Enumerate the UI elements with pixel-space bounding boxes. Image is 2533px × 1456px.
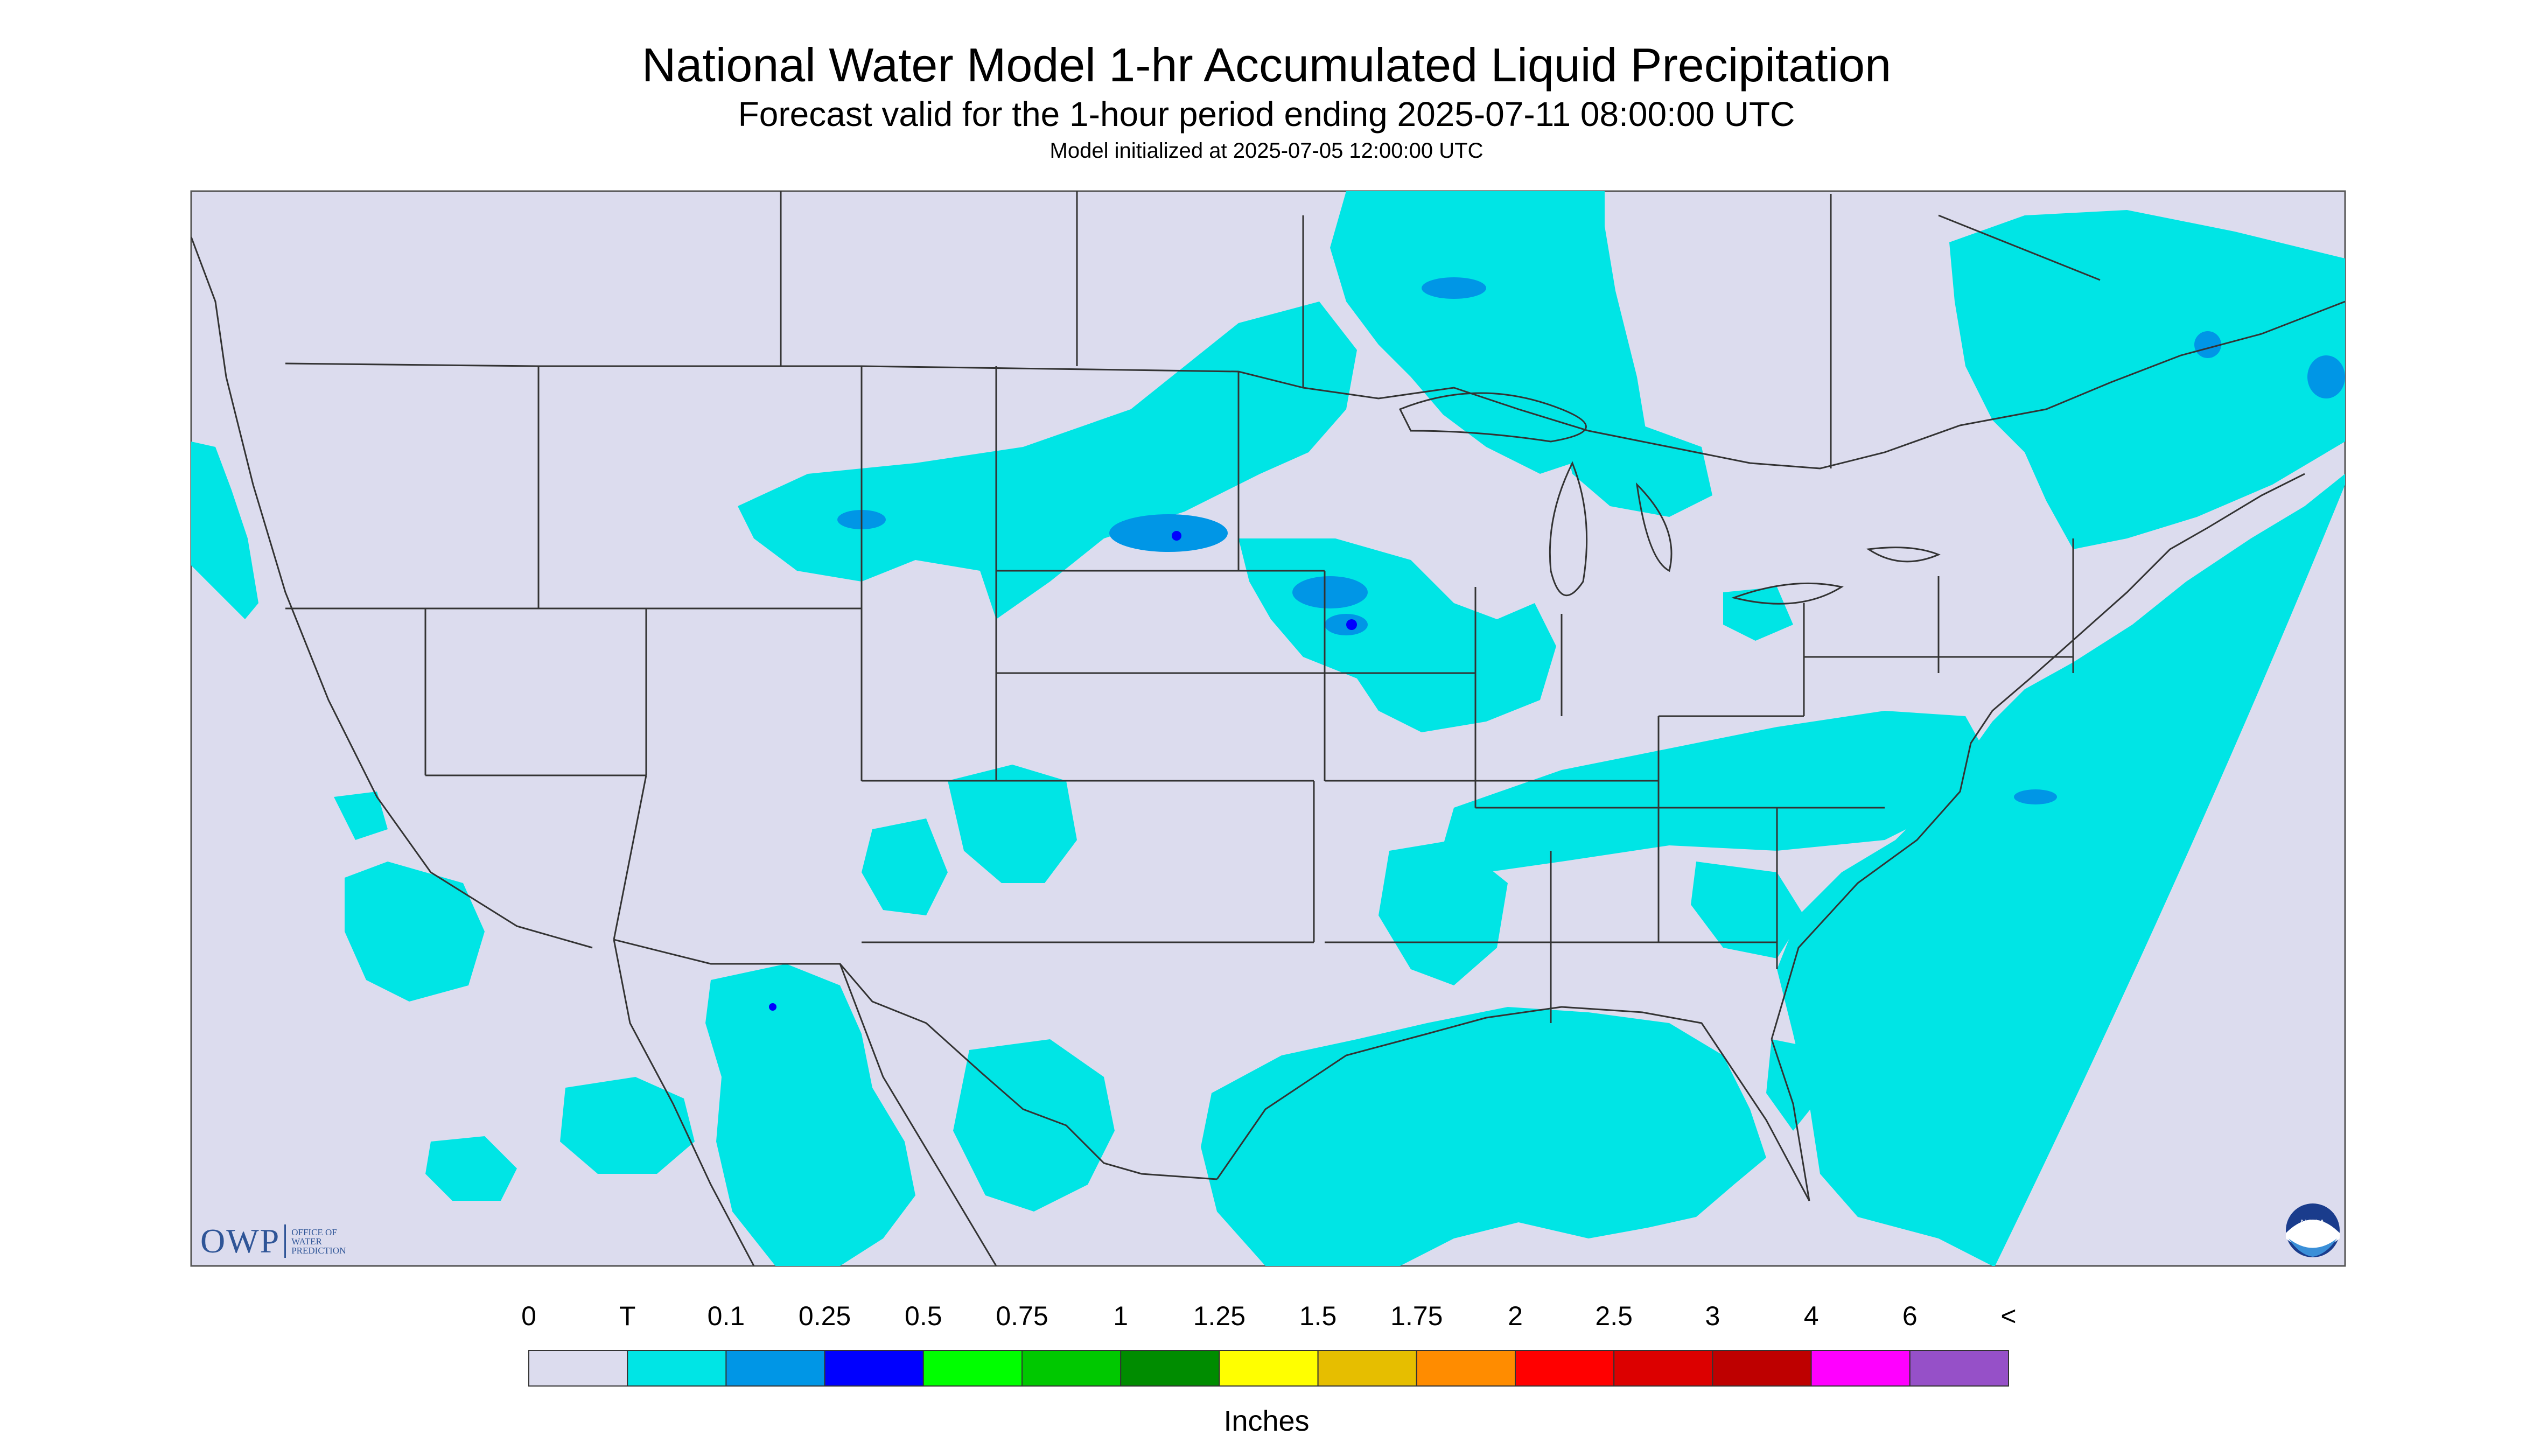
pacific-precip	[345, 862, 485, 1002]
legend-tick-label: 2.5	[1595, 1301, 1633, 1331]
owp-logo-mark: OWP	[200, 1222, 281, 1260]
legend-swatch	[922, 1350, 1023, 1387]
quebec-precip	[1949, 210, 2345, 549]
legend-swatch	[1021, 1350, 1122, 1387]
owp-logo-divider	[284, 1224, 286, 1258]
legend-colorbar	[528, 1350, 2010, 1387]
legend-tick-label: 0.25	[798, 1301, 851, 1331]
legend-swatch	[627, 1350, 727, 1387]
legend-tick-label: <	[2000, 1301, 2017, 1331]
southeast-precip	[1379, 840, 1508, 985]
legend-swatch	[528, 1350, 628, 1387]
precip-shading	[334, 191, 2345, 1266]
map-subtitle: Forecast valid for the 1-hour period end…	[738, 95, 1795, 134]
legend-swatch	[1416, 1350, 1516, 1387]
legend-tick-label: 0.1	[707, 1301, 745, 1331]
heaviest-precip-cores	[769, 531, 1357, 1011]
legend-tick-label: 1.75	[1390, 1301, 1443, 1331]
legend-swatch	[725, 1350, 825, 1387]
legend-tick-label: 0	[521, 1301, 536, 1331]
great-lakes-precip	[1330, 191, 1648, 474]
ohio-valley-precip	[1443, 711, 1992, 872]
legend-swatch	[1515, 1350, 1615, 1387]
legend-tick-label: 6	[1902, 1301, 1918, 1331]
southwest-precip	[705, 964, 915, 1266]
legend-units: Inches	[1223, 1405, 1310, 1437]
legend-tick-label: 1	[1113, 1301, 1129, 1331]
legend-swatch	[1613, 1350, 1713, 1387]
legend-tick-label: 1.25	[1193, 1301, 1246, 1331]
legend-tick-label: 1.5	[1299, 1301, 1337, 1331]
upper-midwest-precip	[738, 302, 1357, 619]
legend-tick-label: T	[619, 1301, 636, 1331]
legend-swatch	[1712, 1350, 1812, 1387]
legend-tick-label: 0.75	[996, 1301, 1048, 1331]
noaa-logo-text: NOAA	[2300, 1219, 2325, 1228]
legend-tick-label: 3	[1705, 1301, 1720, 1331]
map-title: National Water Model 1-hr Accumulated Li…	[641, 38, 1892, 92]
legend-tick-label: 2	[1508, 1301, 1523, 1331]
legend-tick-label: 0.5	[905, 1301, 942, 1331]
state-boundaries	[191, 191, 2345, 1266]
legend-swatch	[1810, 1350, 1911, 1387]
legend-swatch	[824, 1350, 924, 1387]
legend-swatch	[1219, 1350, 1319, 1387]
owp-logo-text: OFFICE OF WATER PREDICTION	[291, 1227, 346, 1256]
legend-swatch	[1120, 1350, 1220, 1387]
owp-logo: OWP OFFICE OF WATER PREDICTION	[200, 1221, 351, 1261]
model-init-time: Model initialized at 2025-07-05 12:00:00…	[1049, 139, 1484, 163]
heavier-precip-cores	[837, 277, 2345, 804]
gulf-precip	[1201, 1007, 1766, 1266]
noaa-logo: NOAA	[2286, 1203, 2340, 1257]
legend-swatch	[1909, 1350, 2010, 1387]
west-edge-precip	[191, 442, 258, 619]
legend-tick-label: 4	[1803, 1301, 1819, 1331]
legend-swatch	[1317, 1350, 1417, 1387]
